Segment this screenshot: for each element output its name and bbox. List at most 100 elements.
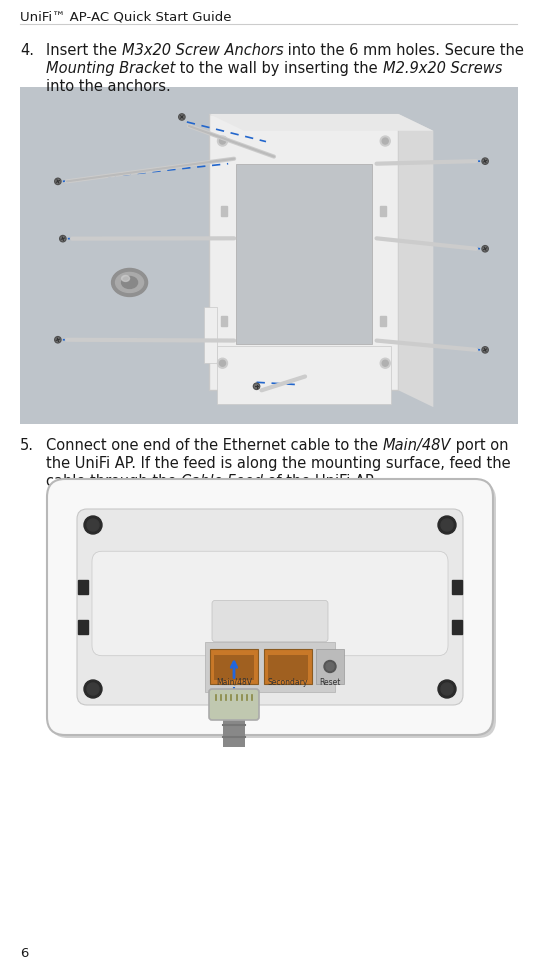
Polygon shape	[209, 115, 433, 132]
FancyBboxPatch shape	[20, 88, 518, 425]
Text: UniFi™ AP-AC Quick Start Guide: UniFi™ AP-AC Quick Start Guide	[20, 11, 231, 24]
Circle shape	[326, 662, 334, 671]
Circle shape	[482, 348, 488, 354]
FancyBboxPatch shape	[161, 184, 377, 329]
Circle shape	[55, 179, 61, 186]
FancyBboxPatch shape	[316, 650, 344, 684]
Circle shape	[441, 520, 453, 531]
Bar	[380, 317, 386, 327]
FancyBboxPatch shape	[28, 94, 510, 419]
FancyBboxPatch shape	[260, 251, 277, 262]
FancyBboxPatch shape	[228, 229, 310, 284]
FancyBboxPatch shape	[209, 690, 259, 720]
FancyBboxPatch shape	[217, 347, 390, 404]
Circle shape	[217, 359, 228, 369]
FancyBboxPatch shape	[194, 206, 344, 307]
FancyBboxPatch shape	[204, 308, 217, 363]
Text: 4.: 4.	[20, 43, 34, 58]
FancyBboxPatch shape	[252, 245, 286, 268]
FancyBboxPatch shape	[211, 217, 327, 295]
FancyBboxPatch shape	[120, 155, 418, 358]
FancyBboxPatch shape	[77, 509, 463, 705]
Circle shape	[61, 237, 65, 241]
Ellipse shape	[112, 270, 148, 297]
Circle shape	[55, 337, 61, 344]
Text: into the anchors.: into the anchors.	[46, 79, 171, 94]
Ellipse shape	[121, 276, 129, 282]
Circle shape	[483, 349, 487, 353]
Text: Secondary: Secondary	[268, 677, 308, 686]
Text: 6: 6	[20, 946, 28, 959]
Ellipse shape	[121, 277, 137, 289]
Bar	[221, 317, 227, 327]
FancyBboxPatch shape	[103, 144, 435, 368]
Circle shape	[180, 116, 184, 120]
Circle shape	[87, 520, 99, 531]
Bar	[221, 206, 227, 217]
Circle shape	[483, 160, 487, 164]
Circle shape	[179, 114, 185, 121]
Text: Reset: Reset	[320, 677, 340, 686]
Circle shape	[382, 361, 388, 366]
FancyBboxPatch shape	[20, 88, 518, 425]
Bar	[452, 580, 462, 594]
Text: cable through the: cable through the	[46, 474, 181, 488]
Text: Main/48V: Main/48V	[216, 677, 252, 686]
Circle shape	[324, 660, 336, 673]
FancyBboxPatch shape	[186, 200, 352, 313]
FancyBboxPatch shape	[268, 656, 308, 680]
Text: 5.: 5.	[20, 438, 34, 452]
Circle shape	[382, 139, 388, 145]
Circle shape	[255, 385, 258, 389]
FancyBboxPatch shape	[223, 712, 245, 747]
Text: Main/48V: Main/48V	[383, 438, 451, 452]
Circle shape	[84, 680, 102, 699]
Text: Insert the: Insert the	[46, 43, 121, 58]
Bar	[452, 620, 462, 634]
FancyBboxPatch shape	[95, 139, 444, 374]
FancyBboxPatch shape	[169, 189, 368, 323]
Circle shape	[56, 180, 60, 184]
FancyBboxPatch shape	[212, 601, 328, 642]
Text: the UniFi AP. If the feed is along the mounting surface, feed the: the UniFi AP. If the feed is along the m…	[46, 455, 511, 471]
Circle shape	[380, 137, 390, 147]
Bar	[78, 580, 88, 594]
Circle shape	[483, 247, 487, 251]
FancyBboxPatch shape	[236, 234, 302, 278]
FancyBboxPatch shape	[219, 223, 319, 290]
FancyBboxPatch shape	[86, 133, 452, 380]
Circle shape	[220, 361, 226, 366]
Bar	[380, 206, 386, 217]
FancyBboxPatch shape	[47, 480, 493, 736]
Text: port on: port on	[451, 438, 509, 452]
FancyBboxPatch shape	[202, 211, 336, 301]
Text: into the 6 mm holes. Secure the: into the 6 mm holes. Secure the	[283, 43, 524, 58]
FancyBboxPatch shape	[205, 642, 335, 693]
Text: Cable Feed: Cable Feed	[181, 474, 263, 488]
Circle shape	[217, 137, 228, 147]
FancyBboxPatch shape	[264, 650, 312, 684]
FancyBboxPatch shape	[50, 483, 496, 739]
Polygon shape	[398, 115, 433, 407]
Text: M2.9x20 Screws: M2.9x20 Screws	[383, 61, 502, 76]
FancyBboxPatch shape	[37, 99, 502, 413]
FancyBboxPatch shape	[178, 194, 360, 318]
FancyBboxPatch shape	[70, 121, 468, 391]
Ellipse shape	[115, 274, 143, 293]
FancyBboxPatch shape	[78, 127, 460, 385]
Text: Mounting Bracket: Mounting Bracket	[46, 61, 176, 76]
FancyBboxPatch shape	[136, 166, 402, 346]
Circle shape	[380, 359, 390, 369]
Circle shape	[87, 683, 99, 696]
Circle shape	[441, 683, 453, 696]
Circle shape	[438, 517, 456, 534]
Text: M3x20 Screw Anchors: M3x20 Screw Anchors	[121, 43, 283, 58]
FancyBboxPatch shape	[144, 172, 394, 340]
Text: to the wall by inserting the: to the wall by inserting the	[176, 61, 383, 76]
Circle shape	[438, 680, 456, 699]
FancyBboxPatch shape	[153, 178, 385, 335]
FancyBboxPatch shape	[244, 239, 294, 273]
FancyBboxPatch shape	[111, 149, 427, 362]
FancyBboxPatch shape	[128, 161, 410, 352]
Circle shape	[220, 139, 226, 145]
